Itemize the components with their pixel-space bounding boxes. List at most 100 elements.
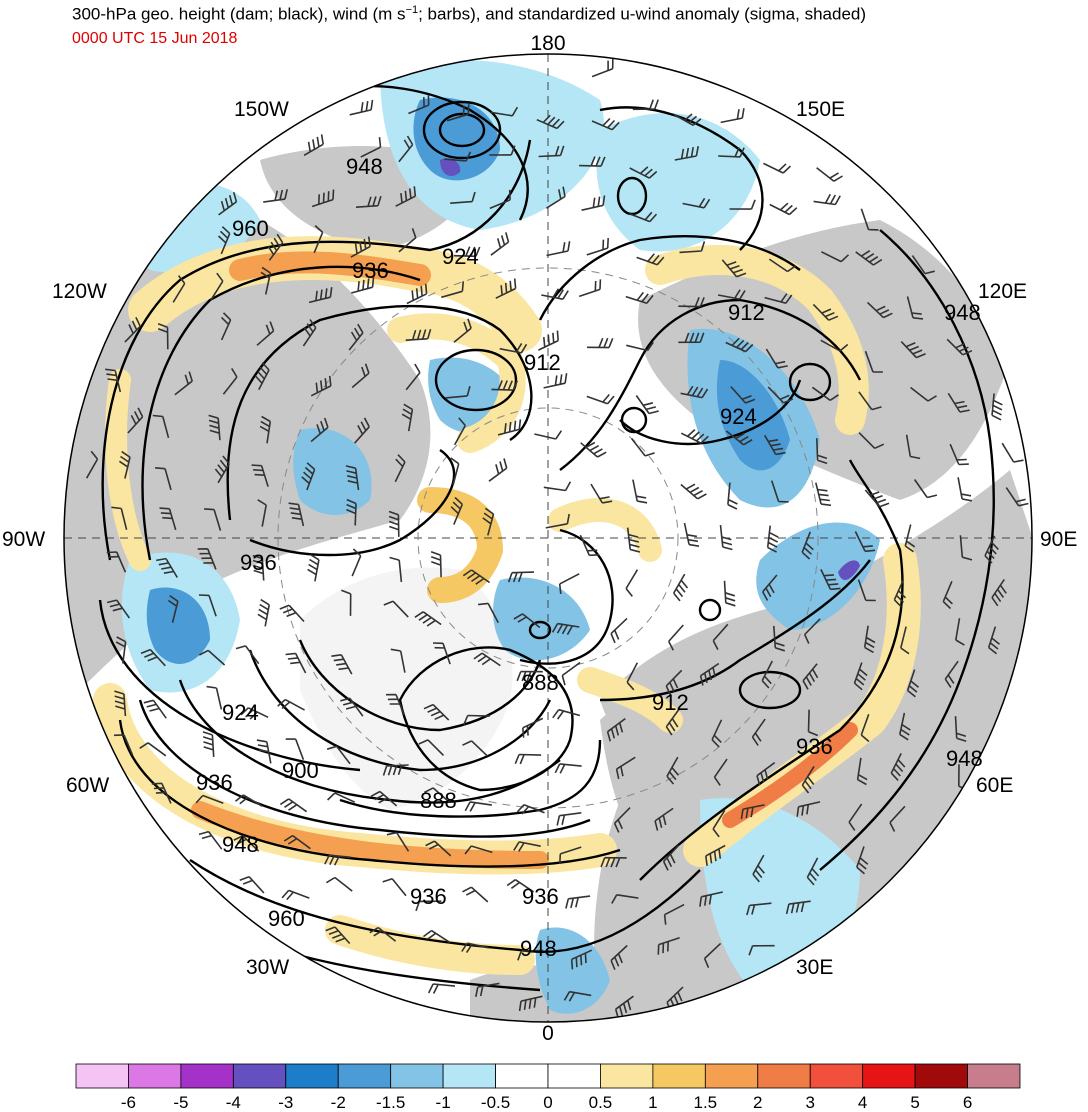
colorbar-tick-label: 5 bbox=[910, 1093, 919, 1112]
wind-barb bbox=[626, 341, 654, 352]
contour-label: 888 bbox=[420, 788, 457, 813]
wind-barb bbox=[341, 589, 352, 616]
wind-barb bbox=[430, 551, 442, 578]
wind-barb bbox=[554, 763, 582, 774]
contour-labels: 948 960 936 924 912 924 912 948 936 912 … bbox=[196, 154, 983, 961]
wind-barb bbox=[863, 625, 876, 654]
lon-label-150w: 150W bbox=[234, 98, 289, 121]
title-text-end: ; barbs), and standardized u-wind anomal… bbox=[418, 4, 867, 24]
wind-barb bbox=[610, 617, 628, 644]
lon-label-90w: 90W bbox=[2, 528, 45, 551]
wind-barb bbox=[751, 718, 766, 746]
wind-barb bbox=[610, 944, 628, 971]
wind-barb bbox=[473, 652, 501, 667]
wind-barb bbox=[947, 392, 970, 413]
wind-barb bbox=[723, 580, 736, 607]
contour-label: 936 bbox=[522, 884, 559, 909]
wind-barb bbox=[807, 709, 819, 737]
wind-barb bbox=[453, 246, 481, 258]
wind-barb bbox=[625, 569, 639, 597]
wind-barb bbox=[155, 467, 172, 491]
colorbar-tick-label: 3 bbox=[805, 1093, 814, 1112]
wind-barb bbox=[464, 801, 493, 812]
lon-label-90e: 90E bbox=[1040, 528, 1077, 551]
wind-barb bbox=[654, 807, 674, 831]
colorbar-swatch bbox=[967, 1063, 1021, 1089]
wind-barb bbox=[408, 95, 430, 115]
wind-barb bbox=[354, 417, 370, 444]
colorbar-swatch bbox=[757, 1063, 811, 1089]
wind-barb bbox=[461, 942, 489, 954]
wind-barb bbox=[768, 258, 797, 273]
wind-barb bbox=[626, 662, 639, 691]
wind-barb bbox=[703, 942, 722, 969]
wind-barb bbox=[725, 337, 754, 353]
wind-barb bbox=[625, 291, 654, 305]
wind-barbs bbox=[85, 58, 1029, 1020]
wind-barb bbox=[390, 648, 406, 673]
wind-barb bbox=[450, 191, 476, 204]
wind-barb bbox=[260, 266, 272, 295]
wind-barb bbox=[563, 990, 592, 1002]
wind-barb bbox=[730, 386, 756, 404]
colorbar-swatch bbox=[600, 1063, 654, 1089]
wind-barb bbox=[561, 661, 581, 686]
wind-barb bbox=[453, 318, 472, 343]
wind-barb bbox=[462, 886, 489, 903]
colorbar-tick-label: 2 bbox=[753, 1093, 762, 1112]
wind-barb bbox=[665, 669, 683, 696]
wind-barb bbox=[453, 417, 467, 446]
wind-barb bbox=[198, 649, 226, 666]
wind-barb bbox=[673, 573, 689, 602]
colorbar-swatch bbox=[390, 1063, 444, 1089]
wind-barb bbox=[705, 844, 726, 866]
wind-barb bbox=[85, 450, 99, 479]
wind-barb bbox=[558, 573, 580, 594]
contour-line bbox=[141, 265, 421, 561]
contour-line bbox=[298, 639, 542, 732]
wind-barb bbox=[911, 255, 935, 275]
wind-barb bbox=[313, 225, 324, 254]
wind-barb bbox=[678, 297, 705, 308]
wind-barb bbox=[382, 877, 407, 897]
wind-barb bbox=[815, 482, 832, 507]
wind-barb bbox=[349, 99, 374, 116]
wind-barb bbox=[254, 362, 270, 390]
wind-barb bbox=[394, 454, 406, 483]
wind-barb bbox=[673, 113, 702, 126]
wind-barb bbox=[665, 708, 680, 736]
contour-line bbox=[538, 235, 801, 321]
lon-label-150e: 150E bbox=[796, 98, 845, 121]
colorbar-tick-label: 1.5 bbox=[694, 1093, 718, 1112]
wind-barb bbox=[310, 375, 332, 397]
colorbar-swatch bbox=[128, 1063, 182, 1089]
wind-barb bbox=[370, 790, 398, 807]
wind-barb bbox=[957, 477, 973, 502]
wind-barb bbox=[770, 480, 789, 503]
wind-barb bbox=[283, 834, 311, 850]
wind-barb bbox=[856, 846, 869, 875]
contour-line bbox=[599, 559, 871, 702]
wind-barb bbox=[234, 794, 263, 807]
colorbar-swatch bbox=[704, 1063, 759, 1089]
wind-barb bbox=[388, 510, 400, 537]
wind-barb bbox=[210, 272, 224, 301]
contour-line bbox=[189, 859, 701, 954]
wind-barb bbox=[450, 496, 464, 525]
wind-barb bbox=[303, 134, 324, 156]
wind-barb bbox=[801, 765, 815, 794]
jet-band bbox=[387, 313, 526, 453]
wind-barb bbox=[172, 275, 186, 303]
wind-barb bbox=[559, 846, 582, 864]
anomaly-region bbox=[440, 158, 461, 176]
wind-barb bbox=[301, 462, 316, 491]
colorbar-tick-label: 1 bbox=[648, 1093, 657, 1112]
wind-barb bbox=[497, 419, 522, 436]
wind-barb bbox=[113, 734, 134, 756]
wind-barb bbox=[586, 337, 614, 349]
wind-barb bbox=[586, 238, 609, 256]
colorbar-swatch bbox=[914, 1063, 968, 1089]
wind-barb bbox=[718, 147, 745, 158]
wind-barb bbox=[899, 712, 911, 741]
wind-barb bbox=[855, 250, 883, 266]
